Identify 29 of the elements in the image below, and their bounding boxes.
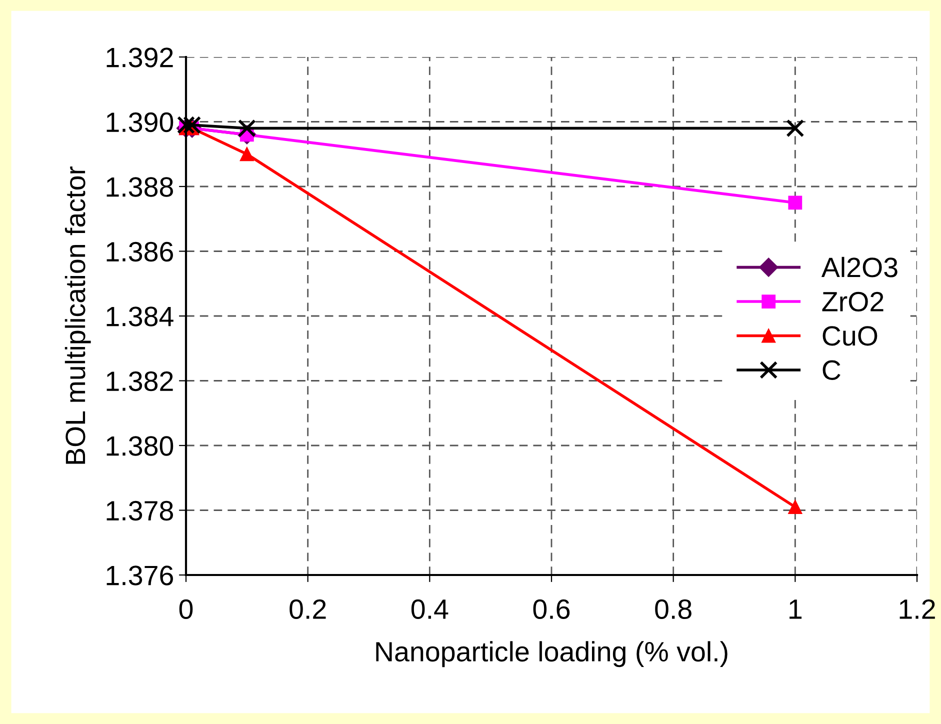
y-tick-label: 1.384 [106,306,174,326]
legend-label: CuO [822,326,878,346]
y-tick-label: 1.388 [106,177,173,197]
legend-label: ZrO2 [822,292,884,312]
y-tick-label: 1.376 [106,566,173,586]
x-tick-label: 1.2 [900,599,935,619]
point [788,500,802,514]
point [786,119,804,138]
x-axis-title: Nanoparticle loading (% vol.) [376,641,728,668]
y-tick-label: 1.378 [106,500,173,521]
point [240,147,254,162]
y-tick-label: 1.390 [106,112,174,132]
y-tick-label: 1.382 [106,371,173,392]
x-tick-label: 0.2 [290,599,326,620]
point [238,119,256,138]
point [788,196,802,210]
legend-label: Al2O3 [821,256,898,278]
x-tick-label: 1 [790,600,802,619]
x-tick-label: 0.4 [411,599,448,620]
x-tick-label: 0 [179,599,193,620]
point [176,116,196,134]
x-tick-label: 0.6 [533,599,570,620]
y-axis-title: BOL multiplication factor [64,166,91,464]
legend-label: C [822,360,840,380]
point [183,116,202,134]
y-tick-label: 1.380 [106,436,174,456]
y-tick-label: 1.386 [106,242,173,262]
x-tick-label: 0.8 [655,599,692,620]
y-tick-label: 1.392 [106,48,173,68]
